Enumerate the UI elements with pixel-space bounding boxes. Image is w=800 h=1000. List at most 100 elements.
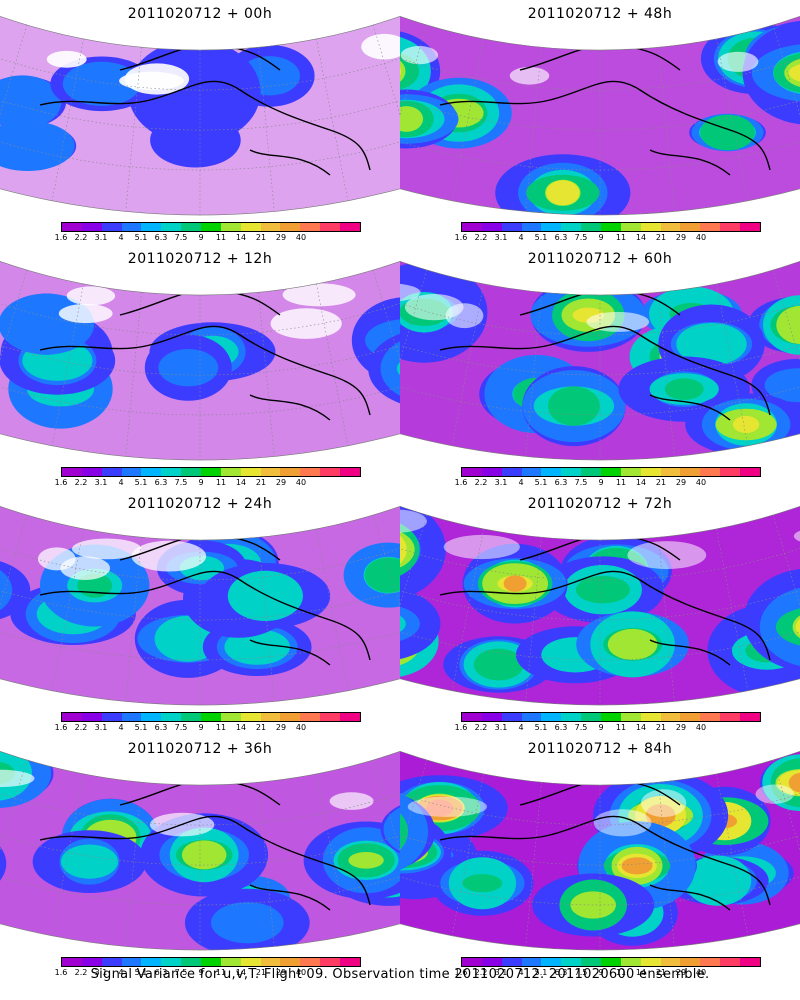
map-outline (400, 750, 800, 951)
colorbar-cell (340, 223, 360, 231)
map-sector-p12 (0, 250, 400, 461)
colorbar-cell (680, 958, 701, 966)
colorbar-label: 6.3 (154, 233, 168, 242)
colorbar-cell (521, 958, 542, 966)
colorbar-label: 14 (635, 233, 647, 242)
colorbar-cell (81, 713, 102, 721)
colorbar-label: 3.1 (494, 723, 508, 732)
colorbar-label: 5.1 (134, 478, 148, 487)
colorbar-cell (462, 958, 482, 966)
colorbar-cell (561, 713, 582, 721)
variance-field (400, 5, 800, 216)
colorbar-cell (280, 468, 301, 476)
colorbar-cell (640, 713, 661, 721)
colorbar-cell (601, 223, 621, 231)
colorbar-cell (201, 958, 221, 966)
colorbar-cell (121, 223, 142, 231)
colorbar-label: 14 (635, 478, 647, 487)
colorbar-label: 21 (655, 478, 667, 487)
colorbar-cell (740, 958, 760, 966)
colorbar-cell (340, 468, 360, 476)
colorbar-cell (81, 468, 102, 476)
colorbar-label: 4 (118, 233, 124, 242)
map-outline (400, 505, 800, 706)
colorbar-label: 9 (598, 968, 604, 977)
colorbar-label: 1.6 (454, 233, 468, 242)
low-variance-gap (443, 534, 520, 560)
graticule (0, 759, 400, 950)
colorbar-cell (501, 958, 522, 966)
colorbar-label: 2.2 (474, 723, 488, 732)
colorbar-label: 11 (615, 968, 627, 977)
low-variance-gap (131, 540, 207, 572)
colorbar-cell (601, 958, 621, 966)
colorbar-label: 3.1 (94, 968, 108, 977)
colorbar-cell (300, 223, 321, 231)
variance-blob (0, 745, 32, 801)
colorbar-label: 4 (518, 968, 524, 977)
colorbar-cell (581, 958, 602, 966)
colorbar-cell (700, 223, 721, 231)
colorbar-cell (521, 713, 542, 721)
colorbar-cell (561, 223, 582, 231)
colorbar-cell (181, 958, 202, 966)
colorbar-cell (640, 223, 661, 231)
colorbar-cell (521, 468, 542, 476)
colorbar-cell (220, 468, 241, 476)
graticule (400, 759, 800, 950)
panel-title: 2011020712 + 24h (127, 496, 273, 512)
variance-blob (775, 606, 800, 648)
low-variance-gap (755, 784, 794, 804)
colorbar-label: 4 (118, 478, 124, 487)
low-variance-gap (282, 283, 356, 307)
colorbar-cell (340, 713, 360, 721)
colorbar-cell (101, 713, 122, 721)
variance-blob (61, 844, 118, 879)
colorbar-cell (81, 958, 102, 966)
colorbar-label: 21 (655, 233, 667, 242)
colorbar-label: 2.2 (74, 478, 88, 487)
colorbar-cell (141, 713, 162, 721)
map-sector-p84 (400, 740, 800, 951)
variance-blob (621, 857, 653, 875)
colorbar-label: 3.1 (494, 968, 508, 977)
colorbar-cell (720, 713, 741, 721)
low-variance-gap (46, 50, 87, 68)
variance-blob (400, 50, 420, 92)
colorbar-cell (680, 713, 701, 721)
colorbar-cell (481, 468, 502, 476)
colorbar-label: 29 (275, 478, 287, 487)
colorbar-cell (260, 958, 281, 966)
colorbar-cell (201, 713, 221, 721)
variance-blob (751, 44, 800, 102)
map-outline (400, 15, 800, 216)
colorbar-label: 29 (675, 968, 687, 977)
colorbar-label: 40 (695, 968, 707, 977)
colorbar-cell (121, 713, 142, 721)
colorbar-cell (62, 713, 82, 721)
map-outline (400, 260, 800, 461)
figure-caption: Signal Variance for u,v,T. Flight 09. Ob… (90, 967, 710, 982)
colorbar-label: 1.6 (54, 723, 68, 732)
variance-blob (181, 840, 227, 870)
colorbar-cell (601, 468, 621, 476)
low-variance-gap (72, 538, 142, 560)
colorbar-cell (640, 958, 661, 966)
variance-blob (473, 648, 524, 681)
colorbar-label: 5.1 (534, 478, 548, 487)
colorbar-label: 9 (198, 968, 204, 977)
variance-field (400, 250, 800, 461)
variance-field (400, 740, 800, 951)
colorbar-cell (740, 223, 760, 231)
colorbar-cell (181, 713, 202, 721)
panel-title: 2011020712 + 84h (527, 741, 673, 757)
colorbar-label: 5.1 (534, 723, 548, 732)
low-variance-gap (407, 796, 487, 817)
colorbar-label: 1.6 (454, 968, 468, 977)
variance-blob (732, 416, 760, 433)
low-variance-gap (400, 283, 421, 302)
low-variance-gap (640, 789, 687, 818)
variance-blob (700, 114, 755, 151)
map-panel-p12: 2011020712 + 12h 1.6 2.2 3.1 4 5.1 6.3 7.5 9 11 14… (0, 245, 400, 490)
map-sector-p24 (0, 495, 400, 706)
